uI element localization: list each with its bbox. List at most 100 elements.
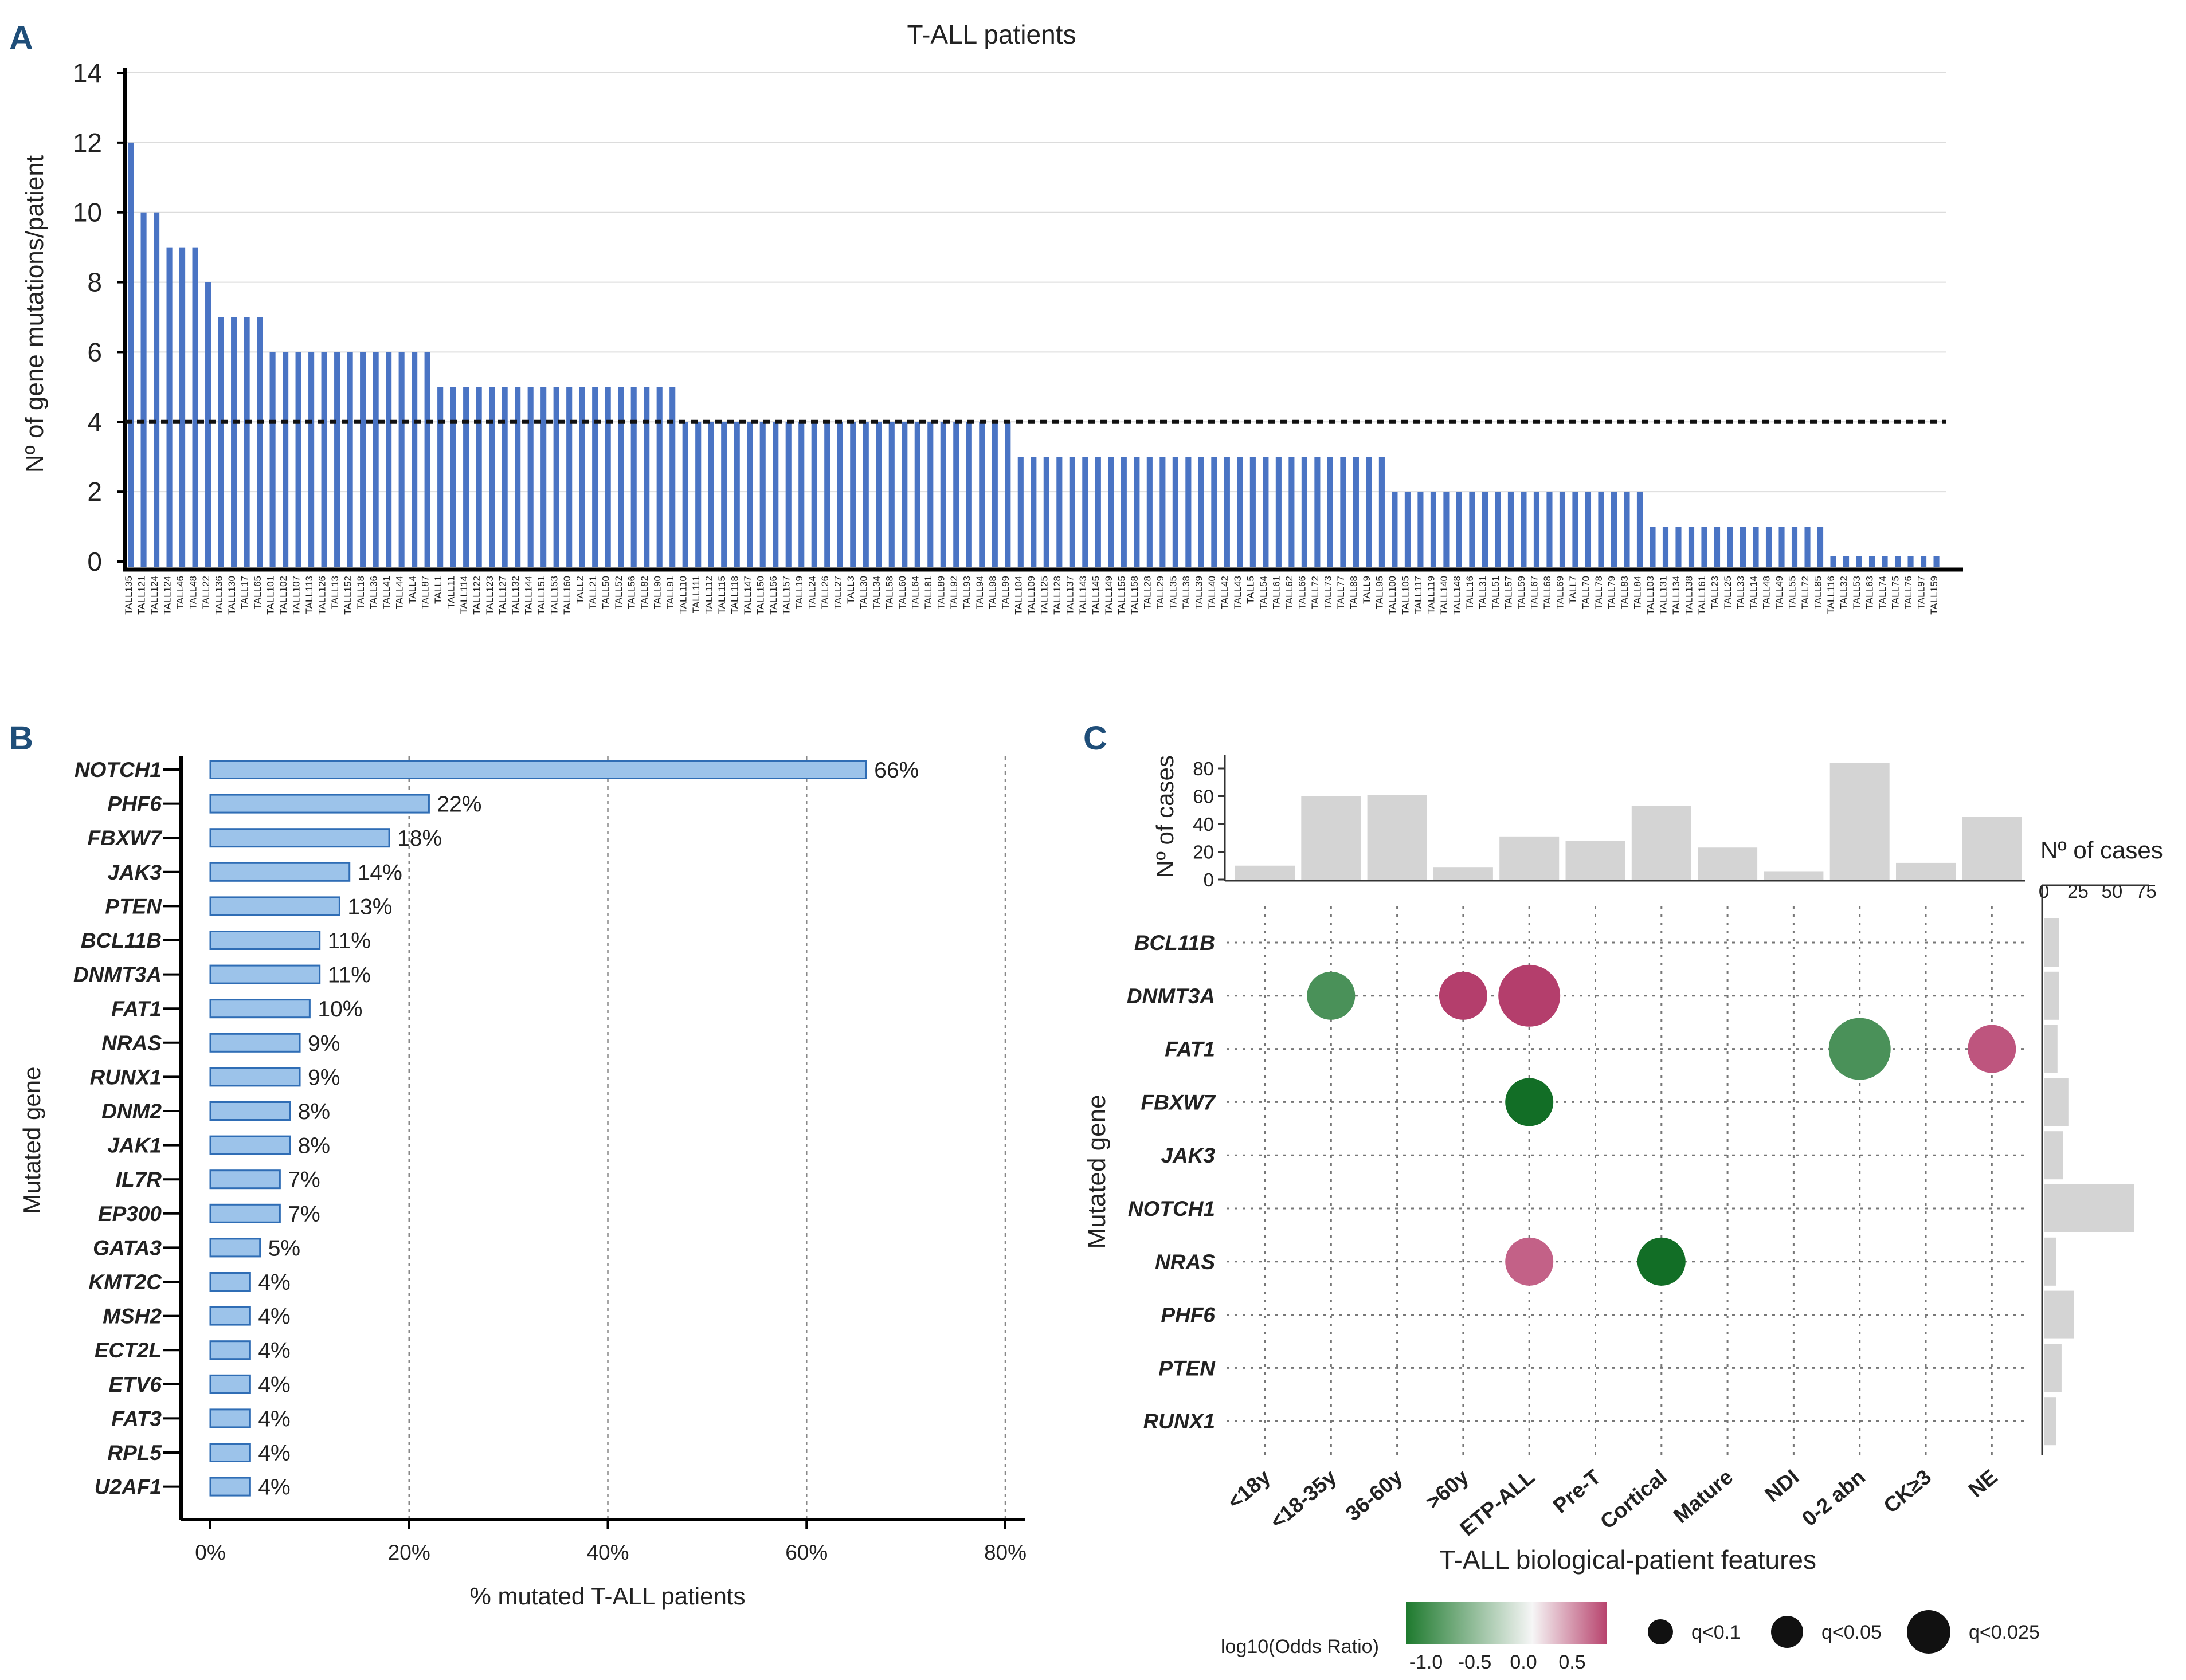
- colorbar-tick-label: 0.5: [1558, 1651, 1585, 1673]
- feature-case-count-bar: [1896, 862, 1956, 880]
- patient-label: TALL1: [433, 576, 444, 604]
- gene-frequency-label: 9%: [308, 1065, 340, 1090]
- gene-frequency-label: 4%: [258, 1373, 290, 1398]
- patient-bar: [386, 352, 392, 567]
- patient-bar: [1585, 492, 1592, 567]
- panel-b-gene-label: PTEN: [105, 894, 162, 918]
- patient-label: TALL103: [1645, 576, 1656, 615]
- patient-label: TALL53: [1851, 576, 1862, 609]
- patient-label: TALL124: [162, 576, 173, 615]
- patient-label: TALL90: [652, 576, 663, 609]
- gene-frequency-bar: [209, 931, 321, 950]
- panel-c-gene-label: FAT1: [1165, 1038, 1215, 1061]
- patient-bar: [1701, 527, 1707, 567]
- patient-bar: [592, 387, 598, 567]
- patient-label: TALL101: [265, 576, 276, 615]
- patient-bar: [1417, 492, 1424, 567]
- patient-label: TALL149: [1103, 576, 1114, 615]
- patient-label: TALL76: [1903, 576, 1914, 609]
- panel-b-gene-label: DNM2: [101, 1100, 162, 1123]
- patient-bar: [1043, 457, 1049, 567]
- feature-label: <18-35y: [1266, 1465, 1341, 1533]
- patient-label: TALL111: [691, 576, 702, 613]
- patient-label: TALL131: [1658, 576, 1669, 615]
- patient-bar: [502, 387, 508, 567]
- size-legend-label: q<0.1: [1691, 1622, 1741, 1643]
- patient-label: TALL72: [1800, 576, 1811, 609]
- patient-bar: [179, 247, 186, 568]
- gene-case-count-bar: [2044, 1078, 2069, 1126]
- patient-label: TALL72: [1310, 576, 1321, 609]
- colorbar-tick-label: -1.0: [1409, 1651, 1443, 1673]
- patient-label: TALL93: [961, 576, 972, 609]
- panel-b-gene-label: KMT2C: [89, 1270, 163, 1294]
- panel-c-x-axis-label: T-ALL biological-patient features: [1439, 1545, 1816, 1575]
- patient-label: TALL84: [1632, 576, 1643, 609]
- patient-bar: [244, 317, 250, 567]
- patient-bar: [798, 422, 805, 567]
- patient-bar: [1172, 457, 1178, 567]
- patient-label: TALL55: [1787, 576, 1798, 609]
- patient-label: TALL54: [1258, 576, 1269, 609]
- panel-a-y-tick-label: 10: [73, 198, 102, 227]
- patient-label: TALL88: [1349, 576, 1360, 609]
- panel-a-y-tick-label: 8: [87, 268, 102, 297]
- gene-frequency-label: 11%: [328, 963, 371, 988]
- patient-bar: [1224, 457, 1230, 567]
- feature-label: Cortical: [1596, 1465, 1671, 1534]
- feature-case-count-bar: [1565, 841, 1625, 880]
- patient-bar: [476, 387, 482, 567]
- patient-label: TALL73: [1323, 576, 1334, 609]
- size-legend-dot: [1648, 1619, 1673, 1644]
- patient-bar: [759, 422, 766, 567]
- patient-label: TALL98: [987, 576, 998, 609]
- patient-bar: [863, 422, 869, 567]
- patient-label: TALL158: [1129, 576, 1140, 615]
- patient-label: TALL97: [1916, 576, 1927, 609]
- patient-label: TALL100: [1387, 576, 1398, 615]
- feature-case-count-bar: [1829, 763, 1890, 880]
- gene-frequency-bar: [209, 1306, 251, 1326]
- patient-bar: [140, 212, 147, 567]
- association-dot: [1307, 971, 1356, 1020]
- gene-frequency-label: 9%: [308, 1031, 340, 1056]
- patient-label: TALL126: [316, 576, 327, 615]
- panel-b-gene-label: NOTCH1: [75, 758, 162, 782]
- panel-b-gene-label: MSH2: [103, 1305, 162, 1328]
- patient-label: TALL41: [381, 576, 392, 609]
- patient-label: TALL60: [897, 576, 908, 609]
- patient-bar: [1095, 457, 1101, 567]
- feature-case-count-bar: [1235, 865, 1295, 880]
- patient-bar: [1353, 457, 1359, 567]
- patient-bar: [940, 422, 946, 567]
- patient-label: TALL38: [1181, 576, 1192, 609]
- patient-label: TALL3: [845, 576, 856, 604]
- patient-bar: [811, 422, 817, 567]
- patient-bar: [283, 352, 289, 567]
- gene-frequency-bar: [209, 1169, 281, 1190]
- patient-label: TALL42: [1220, 576, 1231, 609]
- patient-bar: [1868, 556, 1875, 567]
- patient-bar: [450, 387, 456, 567]
- panel-b-x-axis-label: % mutated T-ALL patients: [470, 1583, 746, 1610]
- panel-a-y-tick-label: 6: [87, 337, 102, 367]
- feature-label: 0-2 abn: [1797, 1465, 1870, 1531]
- patient-bar: [527, 387, 534, 567]
- patient-bar: [1559, 492, 1566, 567]
- patient-bar: [1314, 457, 1321, 567]
- patient-label: TALL29: [1155, 576, 1166, 609]
- patient-label: TALL151: [536, 576, 547, 615]
- patient-bar: [1211, 457, 1217, 567]
- association-dot: [1637, 1237, 1686, 1286]
- patient-bar: [708, 422, 714, 567]
- panel-c-gene-label: NOTCH1: [1128, 1197, 1215, 1220]
- patient-bar: [553, 387, 559, 567]
- patient-label: TALL160: [562, 576, 573, 615]
- patient-label: TALL33: [1736, 576, 1746, 609]
- feature-label: <18y: [1223, 1465, 1275, 1513]
- panel-b-gene-label: GATA3: [93, 1236, 162, 1259]
- patient-label: TALL32: [1839, 576, 1850, 609]
- panel-c-feature-associations: 0 20 40 60 80 Nº of cases Nº of cases 0 25 50 7…: [1083, 755, 2163, 1673]
- patient-label: TALL44: [394, 576, 405, 609]
- patient-bar: [1675, 527, 1682, 567]
